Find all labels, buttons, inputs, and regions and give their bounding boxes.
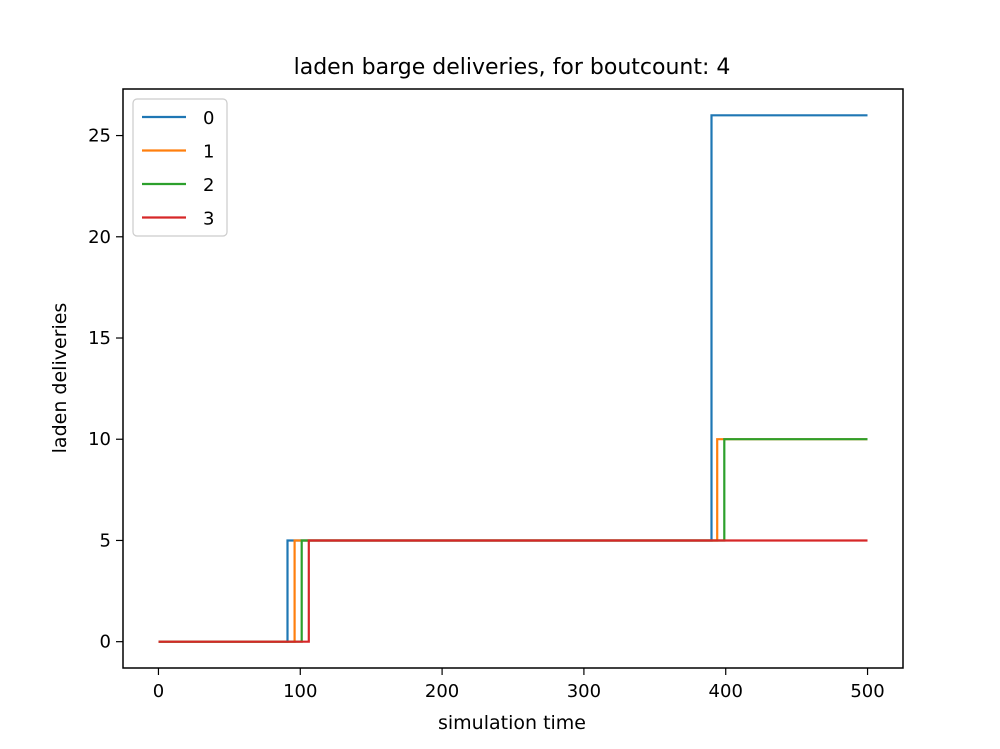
legend-entry-label: 1: [203, 142, 214, 163]
x-tick-label: 300: [567, 681, 601, 702]
plot-frame: [122, 88, 904, 669]
x-tick-label: 200: [425, 681, 459, 702]
chart-title: laden barge deliveries, for boutcount: 4: [294, 55, 731, 80]
legend-entry-label: 0: [203, 108, 214, 129]
x-tick-label: 100: [283, 681, 317, 702]
y-tick-label: 10: [88, 429, 111, 450]
legend-entry-label: 2: [203, 175, 214, 196]
legend: 0 1 2 3: [132, 98, 228, 237]
legend-box: [132, 98, 228, 237]
x-tick-label: 400: [709, 681, 743, 702]
y-tick-label: 15: [88, 328, 111, 349]
legend-entry-label: 3: [203, 209, 214, 230]
x-tick-label: 500: [850, 681, 884, 702]
x-tick-label: 0: [153, 681, 164, 702]
series-line-3: [158, 539, 868, 643]
series-layer: [158, 114, 868, 643]
ticks-layer: 0 100 200 300 400 500 0 5 10 15 20 25: [88, 126, 885, 702]
y-tick-label: 25: [88, 126, 111, 147]
y-tick-label: 0: [100, 632, 111, 653]
y-axis-label: laden deliveries: [49, 303, 71, 454]
x-axis-label: simulation time: [438, 712, 586, 734]
y-tick-label: 20: [88, 227, 111, 248]
y-tick-label: 5: [100, 530, 111, 551]
